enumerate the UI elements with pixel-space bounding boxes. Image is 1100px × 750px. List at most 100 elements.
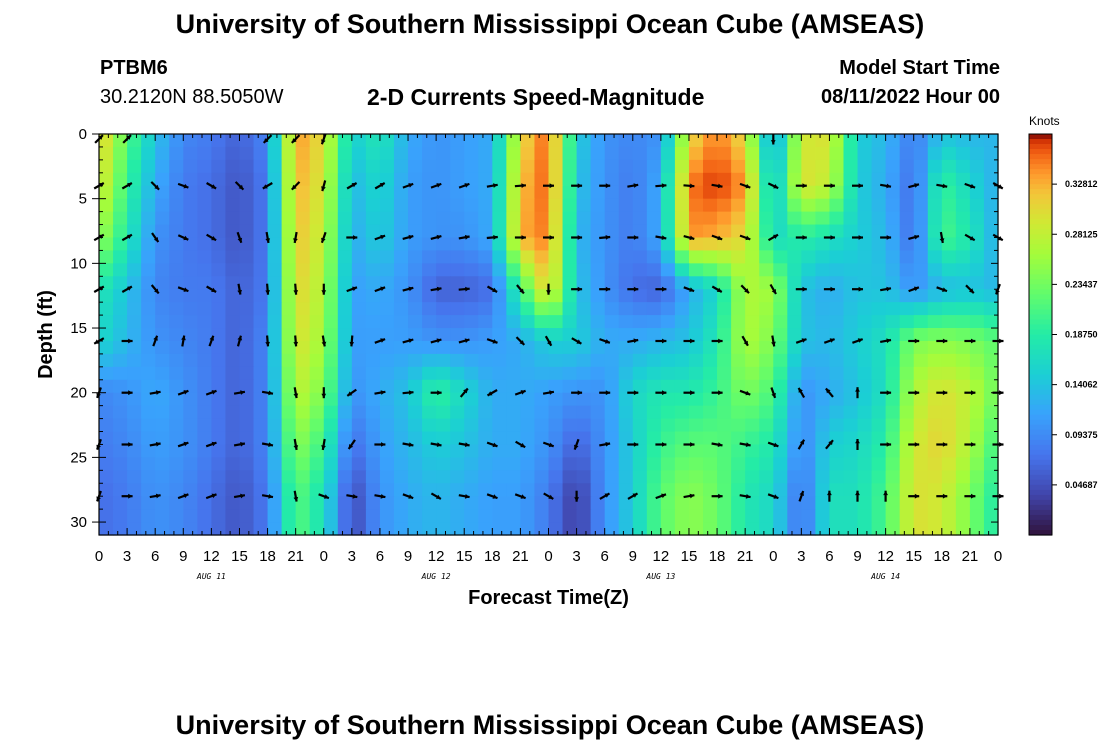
heatmap-cell — [927, 340, 943, 355]
heatmap-cell — [534, 315, 550, 329]
heatmap-cell — [281, 431, 297, 446]
heatmap-cell — [534, 159, 550, 174]
heatmap-cell — [913, 392, 929, 407]
heatmap-cell — [843, 431, 859, 446]
heatmap-cell — [618, 263, 634, 277]
heatmap-cell — [408, 211, 423, 226]
heatmap-cell — [941, 263, 957, 277]
current-arrow — [655, 442, 667, 447]
heatmap-cell — [885, 418, 901, 433]
heatmap-cell — [239, 276, 255, 290]
heatmap-cell — [267, 379, 283, 394]
heatmap-cell — [534, 379, 550, 394]
heatmap-cell — [141, 483, 156, 497]
heatmap-cell — [141, 366, 156, 381]
heatmap-cell — [787, 172, 802, 187]
heatmap-cell — [478, 431, 493, 446]
heatmap-cell — [801, 444, 816, 458]
heatmap-cell — [674, 353, 690, 368]
current-arrow — [177, 441, 189, 448]
current-arrow — [261, 442, 274, 447]
heatmap-cell — [801, 185, 816, 200]
heatmap-cell — [281, 340, 297, 355]
heatmap-cell — [871, 146, 887, 161]
heatmap-cell — [604, 289, 620, 303]
heatmap-cell — [632, 457, 648, 471]
heatmap-cell — [169, 470, 184, 484]
heatmap-cell — [464, 224, 479, 239]
heatmap-cell — [225, 405, 241, 420]
heatmap-cell — [253, 340, 269, 355]
heatmap-cell — [885, 276, 901, 290]
heatmap-cell — [941, 276, 957, 290]
heatmap-cell — [927, 159, 943, 174]
heatmap-cell — [436, 289, 451, 303]
current-arrow — [346, 286, 358, 293]
heatmap-cell — [211, 418, 227, 433]
current-arrow — [599, 286, 611, 292]
current-arrow — [233, 493, 246, 499]
heatmap-cell — [717, 315, 732, 329]
heatmap-cell — [632, 522, 648, 536]
heatmap-cell — [464, 159, 479, 174]
heatmap-cell — [323, 457, 339, 471]
heatmap-cell — [927, 509, 943, 523]
heatmap-cell — [773, 276, 788, 290]
heatmap-cell — [281, 405, 297, 420]
heatmap-cell — [604, 379, 620, 394]
heatmap-cell — [436, 522, 451, 536]
heatmap-cell — [422, 146, 437, 161]
heatmap-cell — [239, 340, 255, 355]
heatmap-cell — [913, 522, 929, 536]
heatmap-cell — [155, 276, 170, 290]
heatmap-cell — [674, 237, 690, 252]
x-tick-label: 21 — [512, 548, 529, 565]
heatmap-cell — [379, 418, 395, 433]
heatmap-cell — [759, 146, 774, 161]
heatmap-cell — [562, 509, 578, 523]
heatmap-cell — [478, 418, 493, 433]
heatmap-cell — [253, 366, 269, 381]
heatmap-cell — [464, 496, 479, 510]
heatmap-cell — [225, 470, 241, 484]
heatmap-cell — [281, 134, 297, 148]
heatmap-cell — [267, 185, 283, 200]
heatmap-cell — [969, 509, 985, 523]
heatmap-cell — [955, 431, 971, 446]
heatmap-cell — [365, 392, 381, 407]
heatmap-cell — [281, 146, 297, 161]
heatmap-cell — [913, 224, 929, 239]
heatmap-cell — [239, 250, 255, 264]
current-arrow — [430, 492, 442, 500]
heatmap-cell — [955, 302, 971, 316]
heatmap-cell — [618, 146, 634, 161]
heatmap-cell — [323, 431, 339, 446]
heatmap-cell — [759, 379, 774, 394]
heatmap-cell — [731, 392, 746, 407]
heatmap-cell — [169, 444, 184, 458]
heatmap-cell — [379, 237, 395, 252]
heatmap-cell — [197, 405, 212, 420]
heatmap-cell — [688, 366, 704, 381]
heatmap-cell — [113, 328, 128, 342]
date-label: AUG 12 — [421, 572, 451, 581]
heatmap-cell — [773, 483, 788, 497]
heatmap-cell — [450, 198, 465, 213]
heatmap-cell — [604, 418, 620, 433]
heatmap-cell — [379, 198, 395, 213]
heatmap-cell — [674, 457, 690, 471]
heatmap-cell — [169, 302, 184, 316]
heatmap-cell — [183, 366, 198, 381]
heatmap-cell — [576, 340, 592, 355]
heatmap-cell — [576, 444, 592, 458]
heatmap-cell — [492, 444, 507, 458]
heatmap-cell — [660, 263, 676, 277]
heatmap-cell — [183, 302, 198, 316]
heatmap-cell — [773, 431, 788, 446]
heatmap-cell — [688, 198, 704, 213]
heatmap-cell — [899, 496, 915, 510]
heatmap-cell — [113, 457, 128, 471]
heatmap-cell — [871, 185, 887, 200]
heatmap-cell — [506, 159, 522, 174]
heatmap-cell — [604, 250, 620, 264]
